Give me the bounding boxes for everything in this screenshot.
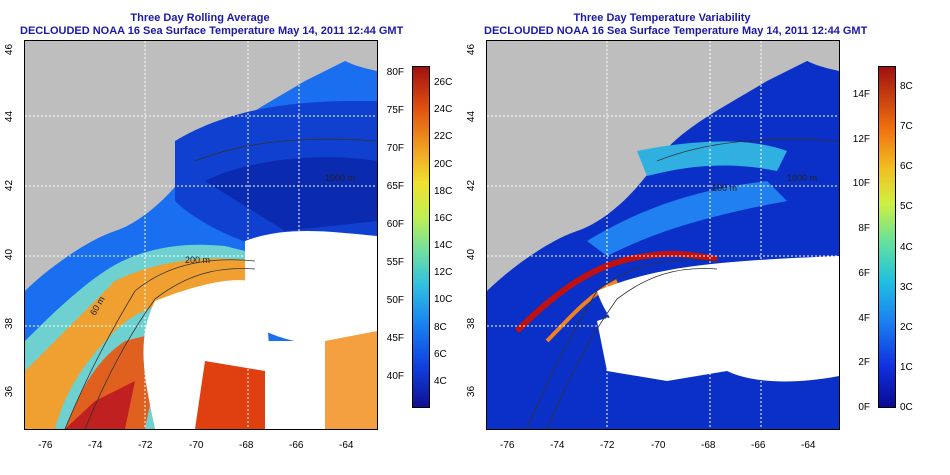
right-contour-1000m: 1000 m [787, 173, 817, 183]
right-y-tick-40: 40 [466, 248, 478, 261]
left-cb-c-tick-4: 12C [434, 267, 453, 279]
left-cb-c-tick-5: 14C [434, 240, 453, 252]
left-y-tick-46: 46 [4, 43, 16, 56]
left-y-tick-40: 40 [4, 248, 16, 261]
left-x-tick--74: -74 [88, 440, 103, 451]
left-title-line1: Three Day Rolling Average [130, 12, 270, 24]
left-cb-f-tick-0: 40F [386, 371, 404, 382]
left-cb-f-tick-4: 60F [386, 219, 404, 230]
left-cb-f-tick-1: 45F [386, 333, 404, 344]
right-x-tick--70: -70 [651, 440, 666, 451]
right-cb-c-tick-4: 4C [900, 241, 913, 253]
right-variability-field: 200 m 1000 m [487, 41, 839, 429]
left-y-tick-44: 44 [4, 110, 16, 123]
left-x-tick--64: -64 [339, 440, 354, 451]
left-map: 60 m 200 m 1000 m [24, 40, 378, 430]
left-contour-200m: 200 m [185, 255, 210, 265]
right-cb-f-tick-2: 4F [858, 312, 870, 324]
left-x-tick--66: -66 [289, 440, 304, 451]
right-cb-c-tick-3: 3C [900, 281, 913, 293]
right-map: 200 m 1000 m [486, 40, 840, 430]
left-cb-c-tick-8: 20C [434, 158, 453, 170]
right-y-tick-36: 36 [466, 385, 478, 398]
left-contour-1000m: 1000 m [325, 173, 355, 183]
right-x-tick--66: -66 [751, 440, 766, 451]
right-title-line1: Three Day Temperature Variability [573, 12, 751, 24]
right-cb-c-tick-8: 8C [900, 81, 913, 92]
left-x-tick--72: -72 [138, 440, 153, 451]
right-x-tick--76: -76 [500, 440, 515, 451]
left-cb-c-tick-1: 6C [434, 348, 447, 360]
right-x-tick--64: -64 [801, 440, 816, 451]
left-cb-c-tick-10: 24C [434, 104, 453, 116]
right-cb-f-tick-0: 0F [858, 402, 870, 413]
right-cb-f-tick-5: 10F [852, 178, 870, 190]
left-cb-f-tick-5: 65F [386, 181, 404, 192]
left-y-tick-42: 42 [4, 179, 16, 192]
left-cb-c-tick-7: 18C [434, 185, 453, 197]
right-cb-c-tick-1: 1C [900, 361, 913, 373]
left-cb-f-tick-2: 50F [386, 295, 404, 306]
left-cb-f-tick-8: 80F [386, 67, 404, 78]
left-cb-f-tick-3: 55F [386, 257, 404, 268]
right-cb-c-tick-5: 5C [900, 201, 913, 213]
left-cb-c-tick-3: 10C [434, 294, 453, 306]
right-cb-f-tick-3: 6F [858, 267, 870, 279]
left-colorbar [412, 66, 430, 408]
left-sst-field: 60 m 200 m 1000 m [25, 41, 377, 429]
right-contour-200m: 200 m [712, 183, 737, 193]
left-cb-c-tick-0: 4C [434, 376, 447, 387]
left-y-tick-38: 38 [4, 317, 16, 330]
left-cb-f-tick-7: 75F [386, 105, 404, 116]
right-cb-c-tick-7: 7C [900, 121, 913, 133]
right-title-line2: DECLOUDED NOAA 16 Sea Surface Temperatur… [484, 25, 868, 37]
left-cb-c-tick-2: 8C [434, 321, 447, 333]
right-x-tick--68: -68 [701, 440, 716, 451]
right-cb-f-tick-7: 14F [852, 89, 870, 100]
right-colorbar [878, 66, 896, 408]
right-y-tick-38: 38 [466, 317, 478, 330]
right-x-tick--74: -74 [550, 440, 565, 451]
right-y-tick-42: 42 [466, 179, 478, 192]
right-cb-f-tick-4: 8F [858, 223, 870, 235]
right-cb-c-tick-6: 6C [900, 161, 913, 173]
right-y-tick-46: 46 [466, 43, 478, 56]
left-cb-c-tick-11: 26C [434, 77, 453, 88]
left-cb-c-tick-9: 22C [434, 131, 453, 143]
right-cb-c-tick-0: 0C [900, 402, 913, 413]
right-cb-c-tick-2: 2C [900, 321, 913, 333]
left-x-tick--70: -70 [189, 440, 204, 451]
right-y-tick-44: 44 [466, 110, 478, 123]
right-cb-f-tick-6: 12F [852, 133, 870, 145]
left-x-tick--68: -68 [239, 440, 254, 451]
left-title-line2: DECLOUDED NOAA 16 Sea Surface Temperatur… [20, 25, 404, 37]
left-cb-c-tick-6: 16C [434, 212, 453, 224]
right-cb-f-tick-1: 2F [858, 357, 870, 369]
left-y-tick-36: 36 [4, 385, 16, 398]
left-x-tick--76: -76 [38, 440, 53, 451]
right-x-tick--72: -72 [600, 440, 615, 451]
left-cb-f-tick-6: 70F [386, 143, 404, 154]
